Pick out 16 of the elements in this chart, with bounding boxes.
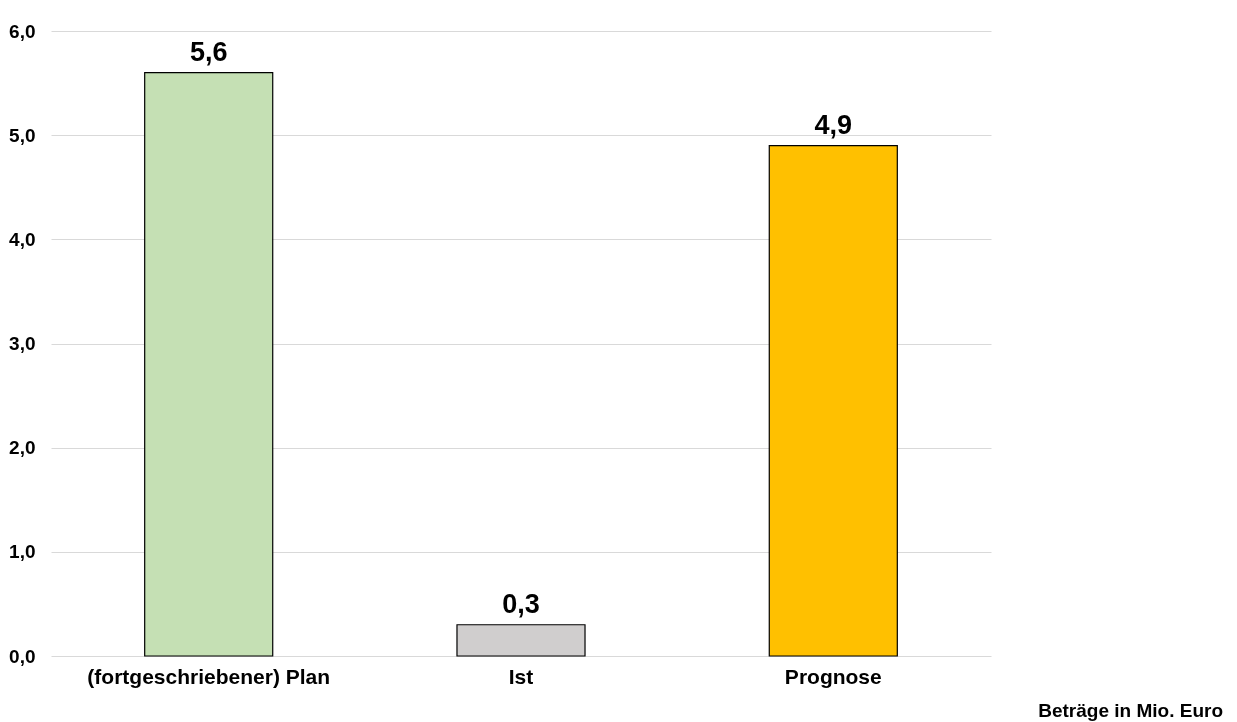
y-tick-label: 2,0	[9, 437, 36, 459]
y-tick-label: 5,0	[9, 124, 36, 146]
y-tick-label: 0,0	[9, 645, 36, 667]
y-tick-label: 1,0	[9, 541, 36, 563]
bar	[144, 72, 274, 657]
bar	[768, 144, 898, 657]
x-tick-label: (fortgeschriebener) Plan	[87, 664, 331, 688]
y-tick-label: 6,0	[9, 20, 36, 42]
data-label: 4,9	[814, 109, 853, 140]
y-tick-label: 4,0	[9, 228, 36, 250]
x-tick-label: Prognose	[784, 664, 882, 688]
data-label: 0,3	[502, 588, 540, 619]
y-tick-label: 3,0	[9, 333, 36, 354]
text: Beträge in Mio. Euro	[1038, 700, 1223, 722]
data-label: 5,6	[189, 36, 228, 67]
x-tick-label: Ist	[508, 664, 534, 688]
